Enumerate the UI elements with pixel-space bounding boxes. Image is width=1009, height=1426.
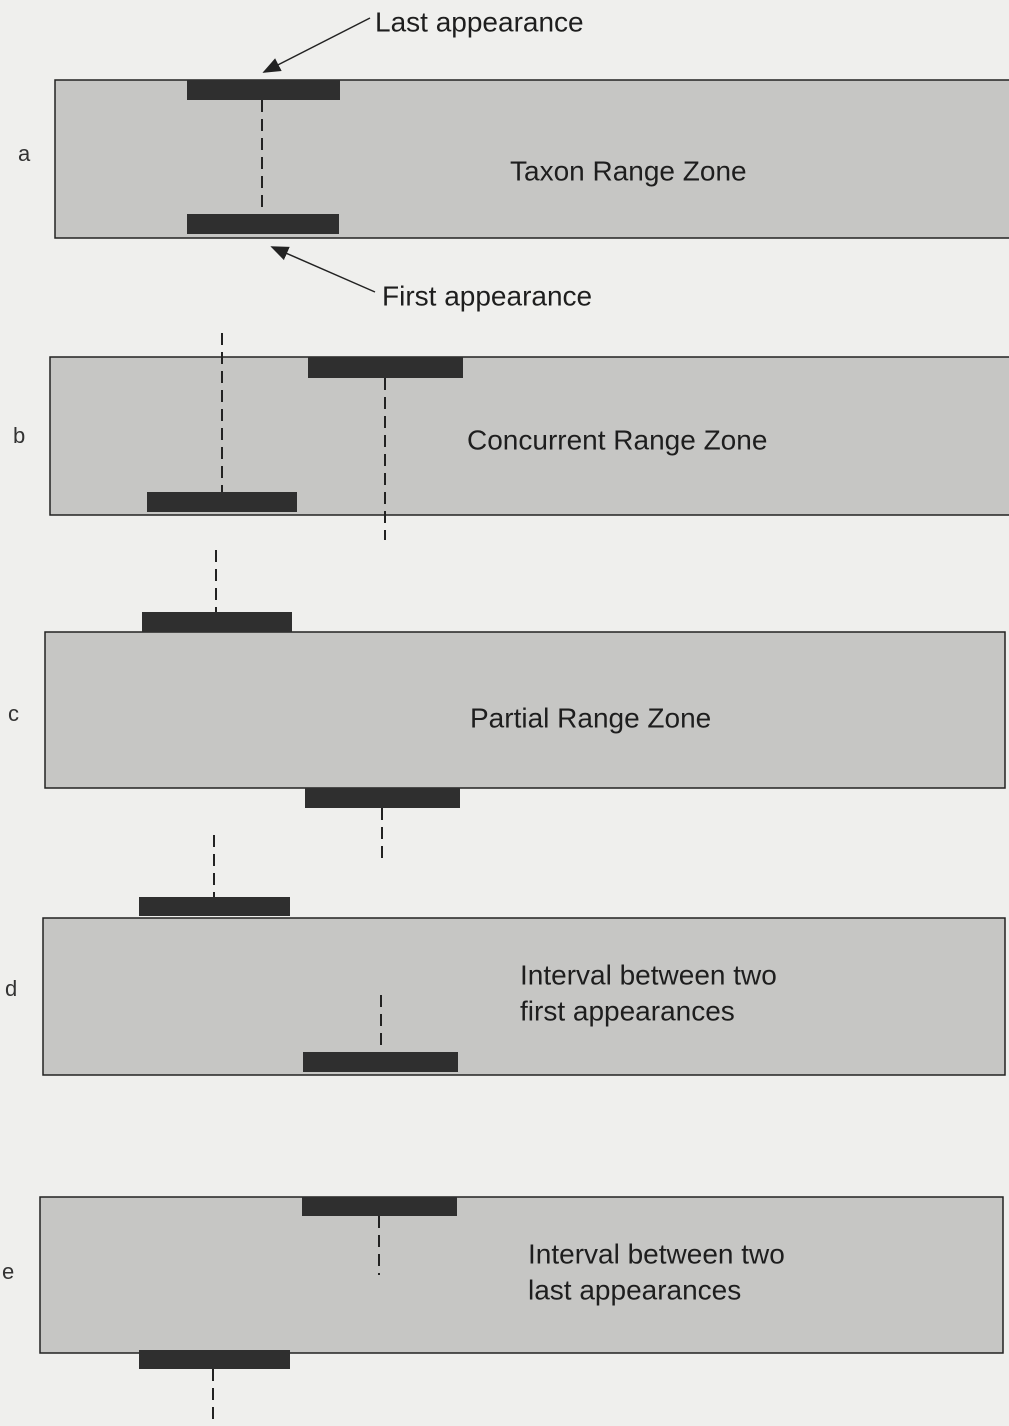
first-appearance-bar [142, 612, 292, 632]
panel-letter: e [2, 1259, 14, 1284]
panel-b: b Concurrent Range Zone [13, 333, 1009, 540]
zone-band [44, 631, 1006, 789]
first-appearance-bar [187, 214, 339, 234]
panel-e: e Interval between two last appearances [2, 1196, 1004, 1426]
last-appearance-bar [308, 357, 463, 378]
panel-d: d Interval between two first appearances [5, 835, 1006, 1076]
panel-letter: b [13, 423, 25, 448]
last-appearance-bar [139, 1350, 290, 1369]
zone-label: Interval between two [520, 959, 777, 990]
last-appearance-bar [302, 1197, 457, 1216]
annotation: First appearance [382, 280, 592, 311]
annotation-arrow [262, 17, 371, 73]
annotation: Last appearance [375, 6, 584, 37]
zone-label: first appearances [520, 995, 735, 1026]
zone-label: Concurrent Range Zone [467, 424, 767, 455]
zone-label: Partial Range Zone [470, 702, 711, 733]
panel-letter: a [18, 141, 31, 166]
zone-band [49, 356, 1009, 516]
annotation-arrow [270, 246, 376, 293]
zone-label: Interval between two [528, 1238, 785, 1269]
panel-c: c Partial Range Zone [8, 550, 1006, 865]
zone-label: Taxon Range Zone [510, 155, 747, 186]
zone-band [39, 1196, 1004, 1354]
panel-a: a Taxon Range Zone Last appearance First… [18, 6, 1009, 311]
last-appearance-bar [187, 80, 340, 100]
panel-letter: d [5, 976, 17, 1001]
first-appearance-bar [147, 492, 297, 512]
zone-label: last appearances [528, 1274, 741, 1305]
last-appearance-bar [305, 788, 460, 808]
zone-band [42, 917, 1006, 1076]
zone-band [54, 79, 1009, 239]
first-appearance-bar [139, 897, 290, 916]
first-appearance-bar [303, 1052, 458, 1072]
panel-letter: c [8, 701, 19, 726]
